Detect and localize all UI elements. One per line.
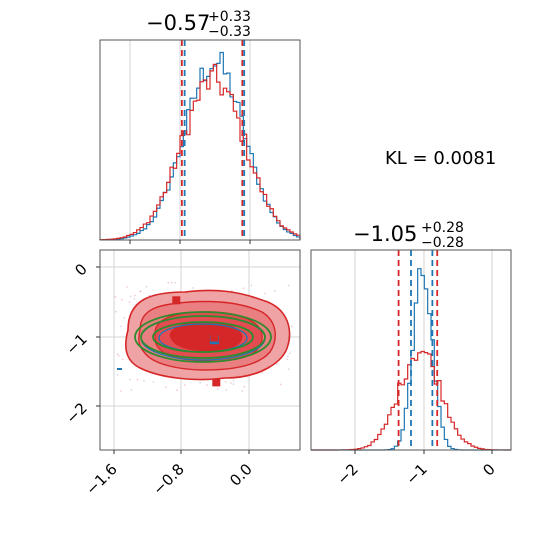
scatter-dot — [192, 287, 194, 289]
kl-annotation: KL = 0.0081 — [385, 148, 496, 169]
y-tick-label: −1 — [62, 330, 90, 358]
marginal-y-title-median: −1.05 — [353, 222, 417, 246]
green-contour — [134, 311, 272, 363]
scatter-dot — [280, 383, 282, 386]
red-marker — [210, 333, 219, 342]
scatter-dot — [116, 353, 119, 356]
scatter-dot — [143, 379, 145, 382]
marginal-y-panel: −2 −1 0 −1.05 +0.28 −0.28 — [310, 220, 512, 488]
scatter-dot — [287, 284, 290, 287]
scatter-dot — [243, 385, 246, 388]
scatter-dot — [123, 316, 126, 319]
scatter-dot — [206, 384, 208, 386]
scatter-dot — [126, 286, 128, 288]
scatter-dot — [230, 382, 232, 384]
marginal-y-frame — [310, 249, 512, 451]
scatter-dot — [117, 355, 120, 357]
marginal-x-title-median: −0.57 — [146, 11, 210, 35]
scatter-dot — [286, 355, 289, 358]
x-tick-label: −0.8 — [149, 460, 187, 498]
joint-panel: −1.6 −0.8 0.0 0 −1 −2 — [62, 249, 301, 499]
red-histogram — [99, 63, 301, 241]
scatter-dot — [287, 368, 290, 371]
scatter-dot — [152, 381, 155, 383]
x-tick-label: −1 — [402, 460, 430, 488]
scatter-dot — [216, 388, 219, 390]
marginal-y-title-plus: +0.28 — [421, 220, 464, 236]
scatter-dot — [136, 378, 139, 381]
marginal-x-title-plus: +0.33 — [208, 9, 251, 25]
scatter-dot — [176, 389, 179, 392]
scatter-dot — [224, 380, 227, 383]
scatter-dot — [290, 325, 293, 328]
scatter-dot — [289, 352, 291, 355]
x-tick-label: −1.6 — [82, 460, 120, 498]
scatter-dot — [119, 325, 122, 328]
scatter-dot — [139, 290, 142, 293]
scatter-dot — [261, 371, 264, 374]
scatter-dot — [115, 310, 117, 313]
marginal-y-title-minus: −0.28 — [421, 235, 464, 251]
scatter-dot — [274, 290, 276, 292]
joint-frame — [99, 249, 301, 451]
scatter-dot — [183, 384, 186, 386]
scatter-dot — [225, 389, 228, 391]
red-histogram — [311, 350, 512, 451]
green-contour — [152, 321, 254, 353]
scatter-dot — [286, 358, 289, 360]
scatter-dot — [134, 294, 136, 297]
scatter-dot — [145, 285, 148, 288]
marginal-x-panel: −0.57 +0.33 −0.33 — [99, 9, 301, 244]
scatter-dot — [276, 363, 278, 365]
scatter-dot — [241, 390, 244, 392]
scatter-dot — [128, 301, 131, 303]
scatter-dot — [120, 390, 122, 392]
y-tick-label: −2 — [62, 399, 90, 427]
scatter-dot — [170, 281, 173, 284]
scatter-dot — [129, 295, 132, 298]
scatter-dot — [114, 296, 117, 298]
scatter-dot — [165, 386, 168, 388]
scatter-dot — [167, 281, 170, 284]
scatter-dot — [232, 379, 235, 382]
scatter-dot — [264, 292, 266, 295]
scatter-dot — [232, 383, 235, 386]
scatter-dot — [130, 389, 133, 391]
scatter-dot — [199, 381, 202, 384]
scatter-dot — [121, 358, 124, 361]
scatter-dot — [116, 373, 119, 376]
scatter-dot — [129, 378, 132, 381]
red-marker — [172, 296, 181, 305]
scatter-dot — [174, 282, 177, 284]
x-tick-label: 0 — [479, 460, 498, 479]
marginal-x-title-minus: −0.33 — [208, 24, 251, 40]
x-tick-label: 0.0 — [226, 460, 256, 490]
green-contour — [140, 315, 266, 359]
x-tick-label: −2 — [333, 460, 361, 488]
scatter-dot — [250, 284, 253, 287]
scatter-dot — [242, 287, 245, 290]
scatter-dot — [120, 298, 123, 301]
y-tick-label: 0 — [71, 260, 90, 279]
marginal-x-frame — [99, 39, 301, 241]
scatter-dot — [231, 289, 233, 292]
red-marker — [212, 378, 221, 387]
scatter-dot — [133, 298, 136, 300]
